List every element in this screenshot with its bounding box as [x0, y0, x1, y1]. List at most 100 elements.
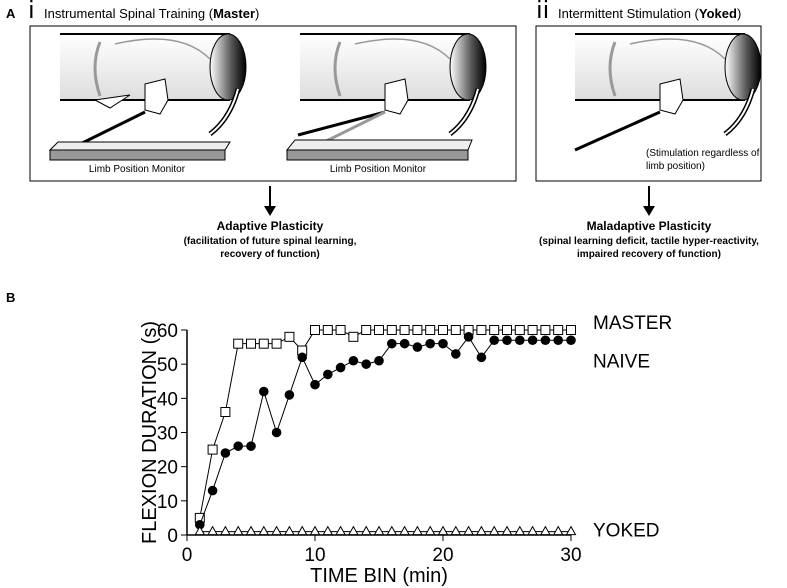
marker [258, 525, 270, 536]
marker [310, 325, 320, 335]
marker [425, 325, 436, 335]
marker [540, 335, 551, 346]
marker [374, 325, 384, 335]
illustration [300, 34, 486, 134]
marker [489, 325, 500, 335]
y-tick-label: 10 [157, 492, 178, 513]
marker [284, 525, 295, 536]
marker [515, 335, 525, 346]
marker [540, 525, 551, 536]
marker [271, 338, 282, 349]
note: (Stimulation regardless of [646, 148, 760, 159]
marker [412, 342, 423, 352]
illustration [60, 34, 246, 134]
marker [348, 525, 359, 536]
marker [220, 407, 231, 417]
marker [284, 331, 295, 342]
panel-label: A [6, 6, 16, 21]
marker [194, 525, 206, 536]
marker [296, 525, 308, 536]
marker [309, 525, 321, 536]
marker [348, 355, 359, 366]
marker [207, 525, 218, 536]
y-tick-label: 40 [157, 389, 178, 410]
monitor-label: Limb Position Monitor [330, 164, 427, 175]
marker [502, 335, 512, 346]
marker [463, 332, 474, 342]
y-tick-label: 60 [157, 321, 178, 342]
marker [553, 325, 564, 335]
y-tick-label: 50 [157, 355, 178, 376]
marker [438, 325, 448, 335]
x-axis-label: TIME BIN (min) [310, 565, 448, 587]
marker [335, 362, 346, 373]
marker [386, 325, 397, 335]
marker [361, 359, 372, 369]
marker [565, 525, 577, 536]
y-tick-label: 30 [157, 424, 178, 445]
marker [451, 349, 461, 359]
marker [501, 525, 513, 536]
outcome-text: recovery of function) [220, 249, 319, 260]
marker [322, 525, 334, 536]
marker [335, 325, 346, 335]
marker [335, 525, 346, 536]
marker [207, 444, 218, 455]
panel-title: Intermittent Stimulation (Yoked) [558, 6, 741, 21]
title-part: Yoked [699, 6, 737, 21]
illustration [575, 34, 761, 134]
marker [540, 325, 551, 335]
marker [386, 525, 398, 536]
marker [527, 335, 538, 346]
monitor [48, 141, 231, 151]
x-tick-label: 20 [432, 545, 453, 566]
monitor [49, 149, 226, 161]
marker [373, 525, 385, 536]
marker [195, 519, 205, 530]
marker [220, 448, 231, 458]
monitor-label: Limb Position Monitor [89, 164, 186, 175]
outcome-text: impaired recovery of function) [577, 249, 721, 260]
limb [297, 110, 386, 137]
marker [566, 325, 576, 335]
marker [399, 525, 410, 536]
marker [450, 325, 461, 335]
title-part: Master [213, 6, 255, 21]
marker [424, 525, 436, 536]
marker [360, 525, 372, 536]
marker [387, 338, 397, 349]
marker [246, 338, 256, 349]
panel-label: B [6, 290, 15, 305]
marker [514, 525, 526, 536]
marker [246, 441, 256, 451]
marker [259, 386, 269, 397]
limb [574, 110, 661, 152]
marker [322, 325, 333, 335]
marker [476, 525, 487, 536]
marker [438, 338, 448, 349]
title-part: ) [255, 6, 259, 21]
marker [488, 525, 500, 536]
arrowhead [264, 206, 276, 216]
marker [374, 355, 384, 366]
panel-title: Instrumental Spinal Training (Master) [44, 6, 259, 21]
monitor [286, 149, 469, 161]
marker [502, 325, 512, 335]
panel-box [535, 25, 762, 182]
marker [297, 352, 308, 363]
panel-numeral: i [28, 0, 35, 24]
marker [476, 325, 487, 335]
y-tick-label: 0 [167, 526, 178, 547]
y-tick-label: 20 [157, 458, 178, 479]
marker [412, 525, 423, 536]
marker [284, 390, 295, 400]
marker [232, 525, 244, 536]
marker [553, 335, 563, 346]
x-tick-label: 10 [304, 545, 325, 566]
marker [310, 379, 320, 390]
series-line [199, 329, 571, 519]
panel-box [29, 25, 517, 182]
marker [566, 335, 576, 346]
